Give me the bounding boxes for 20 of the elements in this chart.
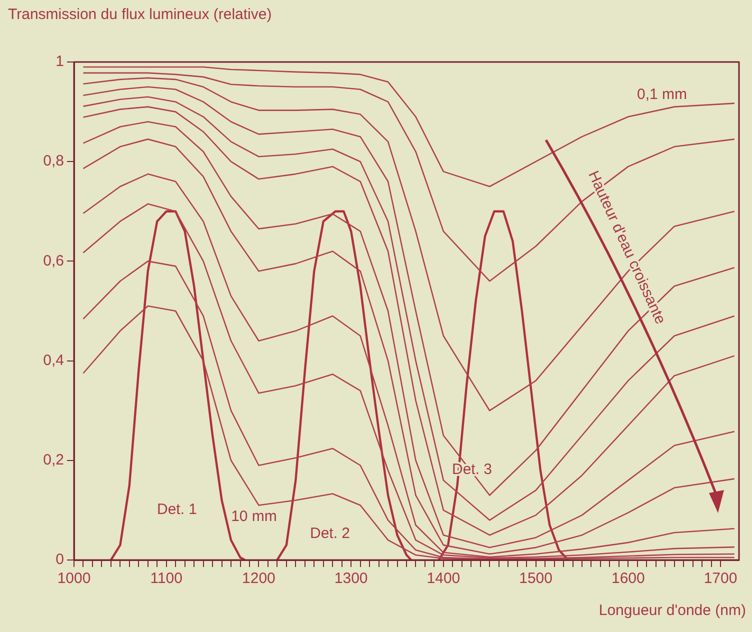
y-axis-title: Transmission du flux lumineux (relative): [8, 6, 272, 23]
x-tick-label: 1600: [611, 570, 645, 588]
y-tick-label: 0,6: [43, 252, 64, 270]
annotation: 10 mm: [231, 508, 277, 526]
annotation: Det. 2: [310, 525, 350, 542]
y-tick-label: 0,8: [43, 152, 64, 170]
x-tick-label: 1300: [334, 570, 368, 588]
x-tick-label: 1000: [57, 570, 91, 588]
y-tick-label: 0: [56, 551, 64, 568]
x-tick-label: 1400: [426, 570, 460, 588]
x-axis-title: Longueur d'onde (nm): [598, 602, 746, 619]
y-tick-label: 1: [56, 53, 64, 70]
y-tick-label: 0,2: [43, 452, 64, 469]
y-tick-label: 0,4: [43, 352, 64, 369]
x-tick-label: 1200: [242, 570, 276, 588]
annotation: 0,1 mm: [636, 86, 688, 104]
x-tick-label: 1100: [150, 570, 182, 588]
x-tick-label: 1700: [704, 570, 738, 588]
x-tick-label: 1500: [519, 570, 552, 588]
annotation: Det. 1: [156, 501, 198, 518]
